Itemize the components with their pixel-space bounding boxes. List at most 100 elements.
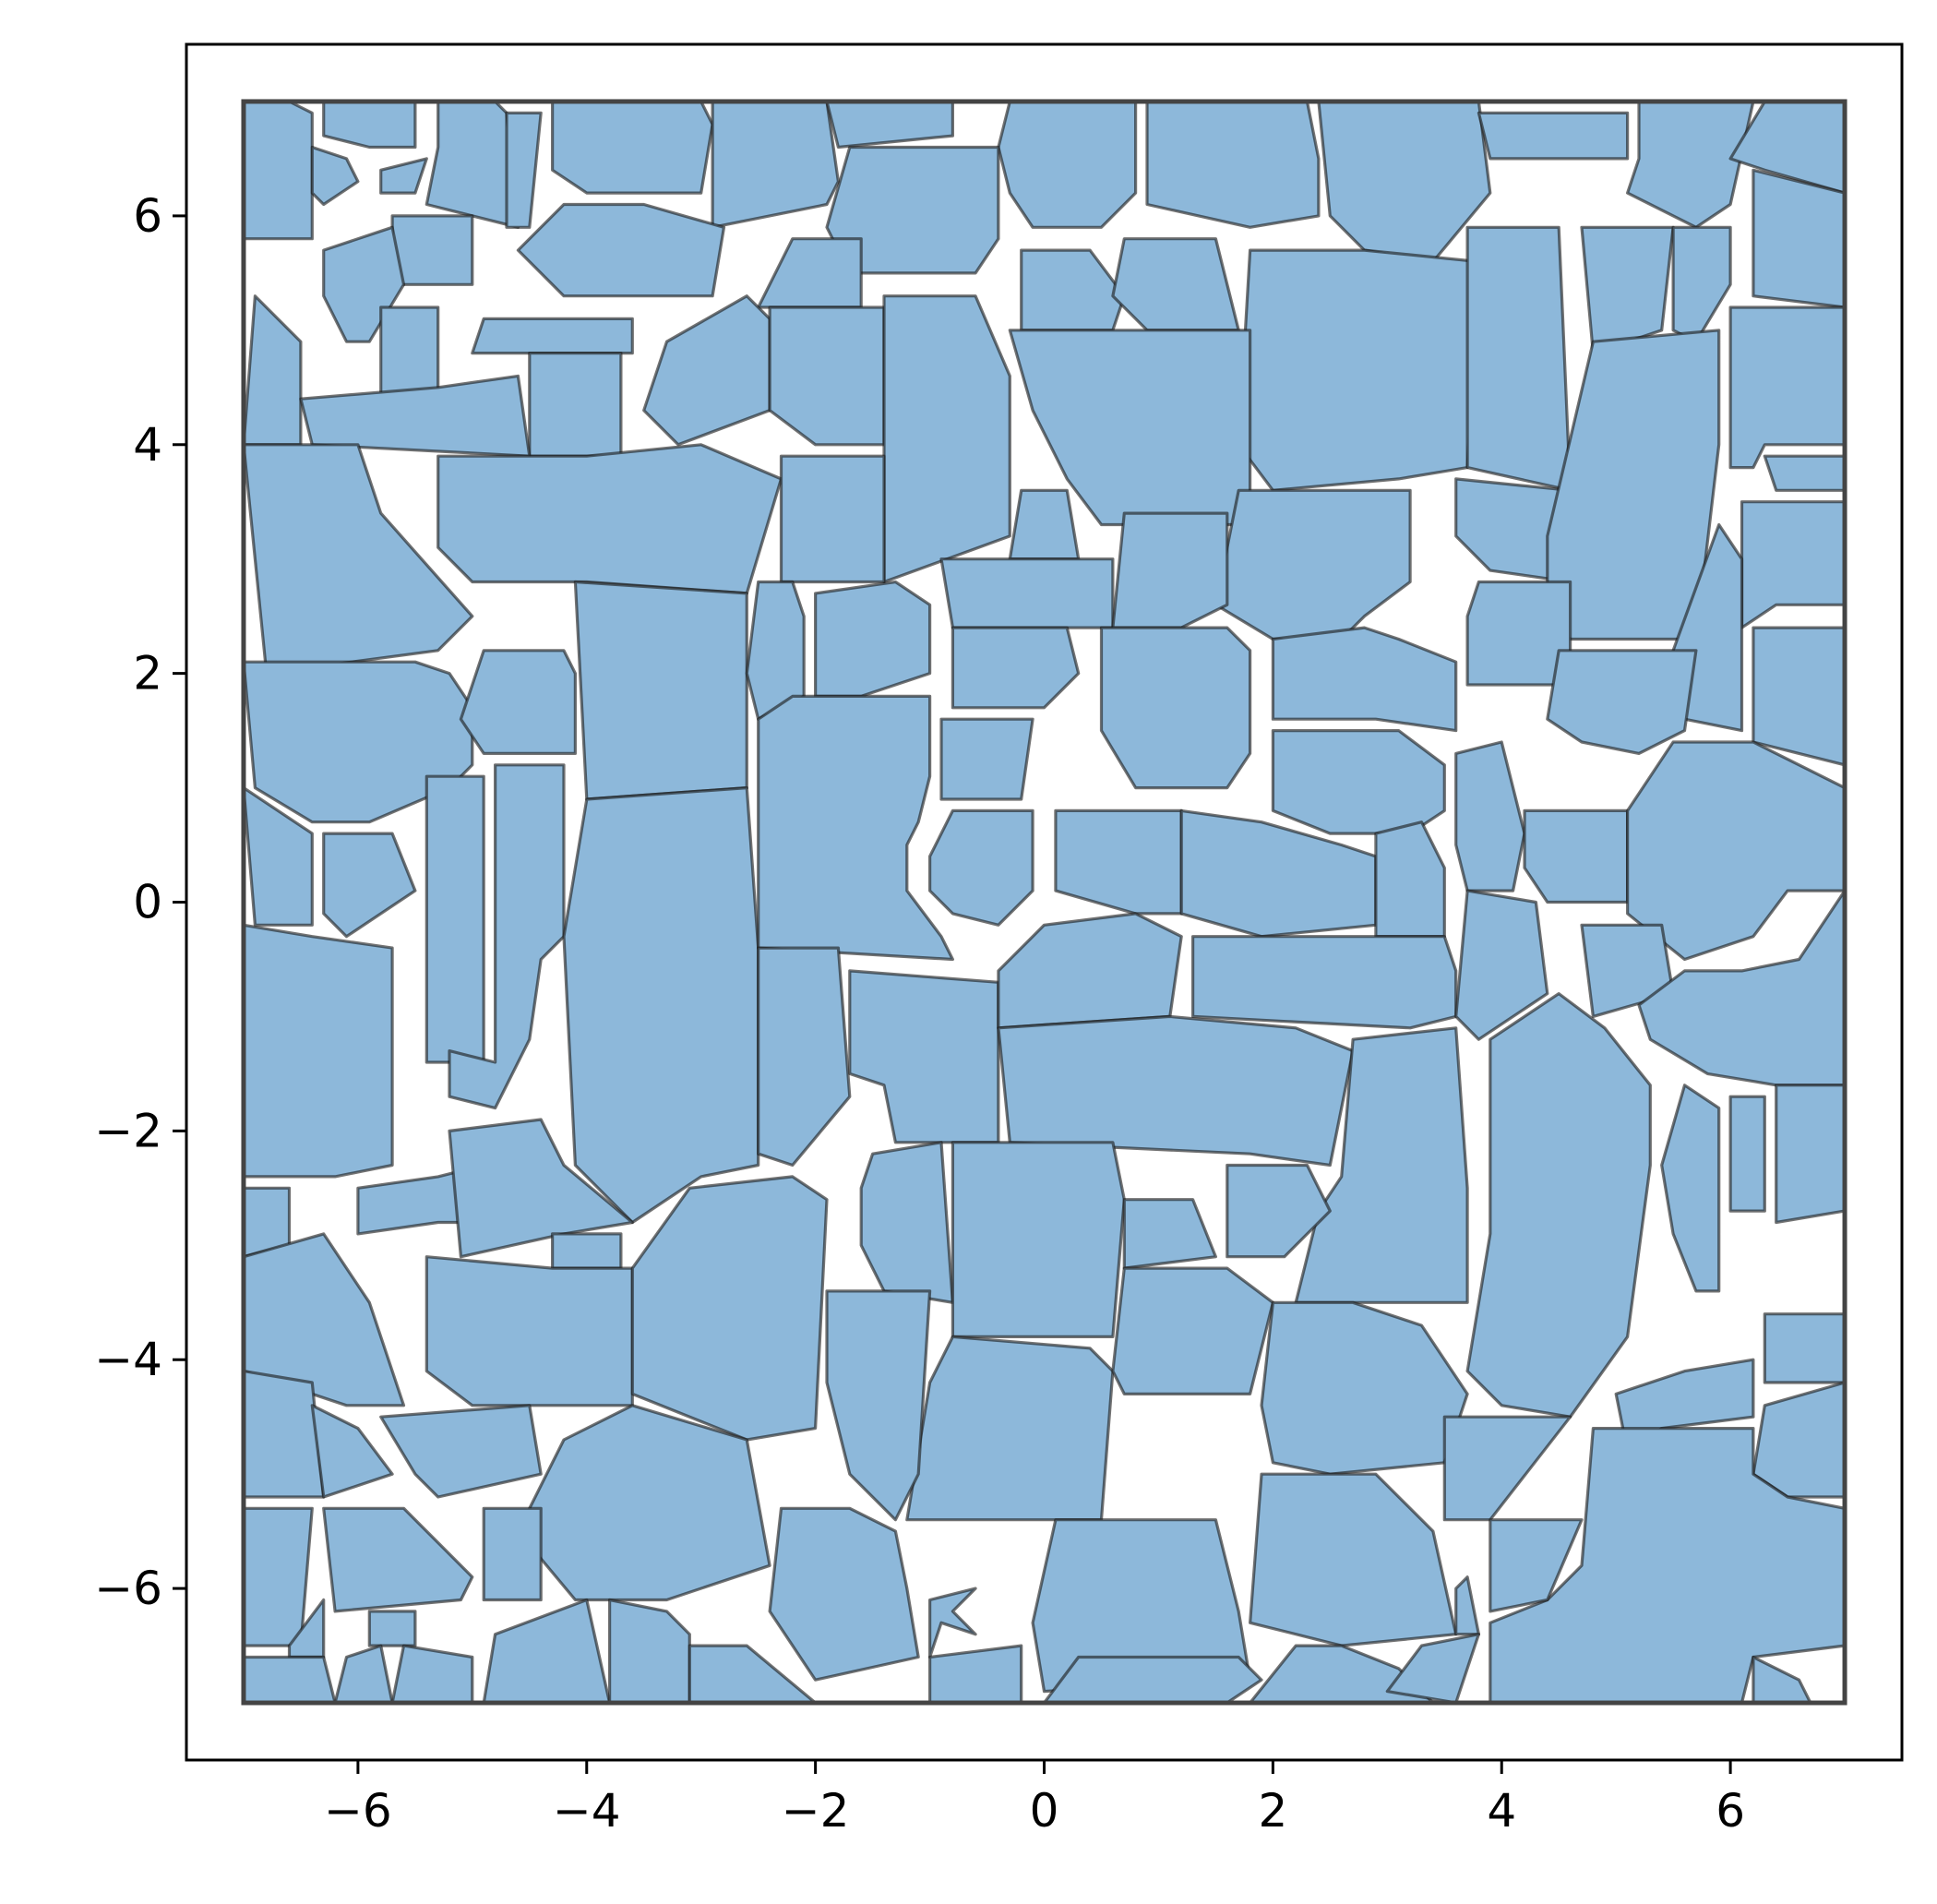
polygon-cell <box>1442 1415 1572 1522</box>
polygon-cell <box>505 111 543 229</box>
polygon-cell <box>757 694 955 962</box>
polygon-cell <box>951 626 1081 710</box>
polygon-cell <box>1294 1026 1469 1304</box>
polygon-cell <box>882 294 1011 584</box>
polygon-cell <box>711 100 841 229</box>
y-tick-label: −2 <box>94 1104 162 1157</box>
x-tick-label: −6 <box>324 1784 392 1838</box>
polygon-cell <box>242 1506 314 1647</box>
polygon-cell <box>1145 100 1321 229</box>
polygon-cell <box>1477 111 1630 161</box>
polygon-cells <box>242 100 1847 1705</box>
polygon-cell <box>1465 991 1652 1419</box>
polygon-cell <box>573 580 748 801</box>
polygon-cell <box>1752 1655 1812 1705</box>
polygon-cell <box>1317 100 1492 264</box>
polygon-cell <box>997 912 1183 1030</box>
polygon-cell <box>242 1655 337 1705</box>
polygon-cell <box>310 145 360 207</box>
polygon-cell <box>1122 1198 1218 1270</box>
polygon-cell <box>1248 1472 1458 1647</box>
polygon-cell <box>927 1587 977 1659</box>
domain-boundary <box>241 99 1847 1706</box>
polygon-cell <box>1454 889 1549 1041</box>
y-axis: −6 −4 −2 0 2 4 6 <box>94 189 186 1615</box>
polygon-cell <box>1752 1381 1847 1499</box>
polygon-cell <box>379 157 428 195</box>
polygon-cell <box>1740 500 1847 629</box>
polygon-cell <box>528 352 623 458</box>
polygon-cell <box>1752 168 1847 309</box>
polygon-cell <box>550 100 714 195</box>
polygon-cell <box>848 969 1000 1144</box>
polygon-cell <box>825 1289 932 1522</box>
polygon-cell <box>1752 626 1847 767</box>
polygon-cell <box>482 1598 612 1705</box>
polygon-cell <box>1763 454 1847 492</box>
polygon-cell <box>1580 225 1675 355</box>
polygon-cell <box>1454 477 1572 584</box>
polygon-cell <box>1374 820 1446 939</box>
polygon-cell <box>642 294 771 447</box>
polygon-cell <box>997 100 1138 229</box>
polygon-cell <box>1728 305 1847 470</box>
polygon-cell <box>779 454 886 584</box>
polygon-cell <box>1454 740 1526 892</box>
polygon-cell <box>471 317 634 355</box>
polygon-cell <box>424 1255 634 1407</box>
polygon-cell <box>1099 626 1252 790</box>
polygon-cell <box>1111 511 1229 629</box>
polygon-cell <box>939 717 1034 801</box>
polygon-cell <box>1008 488 1081 561</box>
polygon-cell <box>951 1141 1126 1339</box>
x-tick-label: 0 <box>1030 1784 1059 1838</box>
x-tick-label: 6 <box>1716 1784 1745 1838</box>
y-tick-label: 6 <box>133 189 162 243</box>
polygon-cell <box>1465 225 1572 492</box>
polygon-cell <box>768 305 886 447</box>
polygon-cell <box>1763 1312 1847 1384</box>
polygon-cell <box>1454 1575 1481 1636</box>
polygon-cell <box>927 808 1034 927</box>
polygon-cell <box>448 1118 634 1259</box>
polygon-cell <box>390 1644 474 1705</box>
polygon-cell <box>459 649 578 756</box>
y-tick-label: 2 <box>133 647 162 701</box>
polygon-cell <box>1546 649 1698 756</box>
polygon-cell <box>333 1644 394 1705</box>
polygon-cell <box>825 100 955 150</box>
polygon-cell <box>1775 1084 1847 1225</box>
x-axis: −6 −4 −2 0 2 4 6 <box>324 1760 1745 1838</box>
x-tick-label: 2 <box>1258 1784 1287 1838</box>
y-tick-label: 0 <box>133 876 162 929</box>
polygon-cell <box>1546 329 1721 641</box>
polygon-cell <box>436 443 783 595</box>
polygon-cell <box>1260 1300 1469 1476</box>
polygon-cell <box>1660 1084 1721 1293</box>
polygon-cell <box>939 557 1115 629</box>
polygon-cell <box>242 100 314 241</box>
y-tick-label: −6 <box>94 1562 162 1615</box>
polygon-cell <box>379 305 440 401</box>
polygon-cell <box>1385 1633 1481 1705</box>
polygon-cell <box>1523 808 1630 904</box>
polygon-cell <box>768 1506 920 1682</box>
polygon-cell <box>1671 225 1732 343</box>
polygon-cell <box>299 374 532 458</box>
polygon-cell <box>1728 1095 1766 1213</box>
polygon-cell <box>550 1232 623 1270</box>
y-tick-label: −4 <box>94 1333 162 1386</box>
polygon-cell <box>242 1369 326 1499</box>
x-tick-label: −2 <box>782 1784 850 1838</box>
polygon-cell <box>1020 248 1126 332</box>
polygon-cell <box>367 1610 417 1647</box>
polygon-cell <box>516 202 726 298</box>
polygon-cell <box>1465 580 1572 687</box>
polygon-cell <box>379 1404 543 1499</box>
polygon-cell <box>1190 935 1458 1030</box>
polygon-cell <box>630 1175 829 1442</box>
polygon-cell <box>390 214 474 286</box>
polygon-cell <box>448 763 566 1110</box>
polygon-cell <box>1625 740 1847 962</box>
x-tick-label: −4 <box>553 1784 621 1838</box>
